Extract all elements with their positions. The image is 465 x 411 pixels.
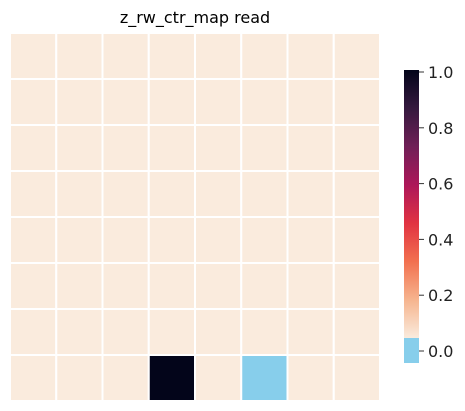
colorbar-tick-label: 0.0 [428,342,453,361]
colorbar-ticks: 1.0 0.8 0.6 0.4 0.2 0.0 [419,63,453,361]
heatmap-cell [101,32,150,80]
heatmap-cell [332,308,381,356]
heatmap-cell [194,78,243,126]
heatmap-cell [9,170,58,218]
colorbar-under-swatch [404,338,419,363]
heatmap-cell [9,124,58,172]
heatmap-cell [9,354,58,402]
heatmap-cell [147,262,196,310]
heatmap-cell [55,78,104,126]
heatmap-cell [240,308,289,356]
heatmap-cell [240,262,289,310]
chart-title: z_rw_ctr_map read [120,8,270,28]
colorbar-gradient [404,70,419,338]
colorbar: 1.0 0.8 0.6 0.4 0.2 0.0 [404,63,453,363]
heatmap-cell [55,308,104,356]
heatmap-cell [286,262,335,310]
heatmap-cell [332,32,381,80]
heatmap-cell [240,216,289,264]
heatmap-cell [332,170,381,218]
heatmap-cell [9,216,58,264]
heatmap-cell [55,216,104,264]
heatmap-cell [194,308,243,356]
heatmap-cell [332,124,381,172]
heatmap-cell [240,78,289,126]
heatmap-cell [55,124,104,172]
heatmap-cell [55,170,104,218]
heatmap-cell [286,124,335,172]
heatmap-cell [9,32,58,80]
heatmap-cell [147,354,196,402]
heatmap-cell [9,308,58,356]
heatmap-cell [240,170,289,218]
heatmap-cell [194,354,243,402]
heatmap-cell [55,354,104,402]
heatmap-cell [286,308,335,356]
colorbar-tick-label: 1.0 [428,63,453,82]
heatmap-cell [332,216,381,264]
heatmap-cell [55,262,104,310]
colorbar-tick-label: 0.4 [428,230,453,249]
heatmap-cell [332,78,381,126]
heatmap-cell [240,354,289,402]
heatmap-cell [286,354,335,402]
heatmap-cell [101,354,150,402]
heatmap-cell [147,32,196,80]
heatmap-cell [101,170,150,218]
heatmap-cell [147,216,196,264]
colorbar-tick-label: 0.8 [428,119,453,138]
heatmap-cell [194,216,243,264]
heatmap-cell [286,32,335,80]
heatmap-cell [101,262,150,310]
heatmap-cell [194,32,243,80]
heatmap-cell [194,124,243,172]
heatmap-cell [194,262,243,310]
heatmap-cell [240,124,289,172]
heatmap-cell [147,78,196,126]
heatmap-cell [194,170,243,218]
heatmap-cell [101,216,150,264]
heatmap-cells [9,32,381,402]
heatmap-cell [147,124,196,172]
heatmap-cell [332,262,381,310]
heatmap-cell [9,78,58,126]
heatmap-cell [147,308,196,356]
heatmap-cell [240,32,289,80]
colorbar-tick-label: 0.2 [428,286,453,305]
heatmap-cell [55,32,104,80]
heatmap-cell [101,78,150,126]
heatmap-cell [332,354,381,402]
heatmap-cell [9,262,58,310]
heatmap-cell [147,170,196,218]
heatmap-cell [286,170,335,218]
heatmap-cell [286,216,335,264]
colorbar-tick-label: 0.6 [428,175,453,194]
heatmap-cell [101,124,150,172]
heatmap-cell [286,78,335,126]
heatmap-cell [101,308,150,356]
